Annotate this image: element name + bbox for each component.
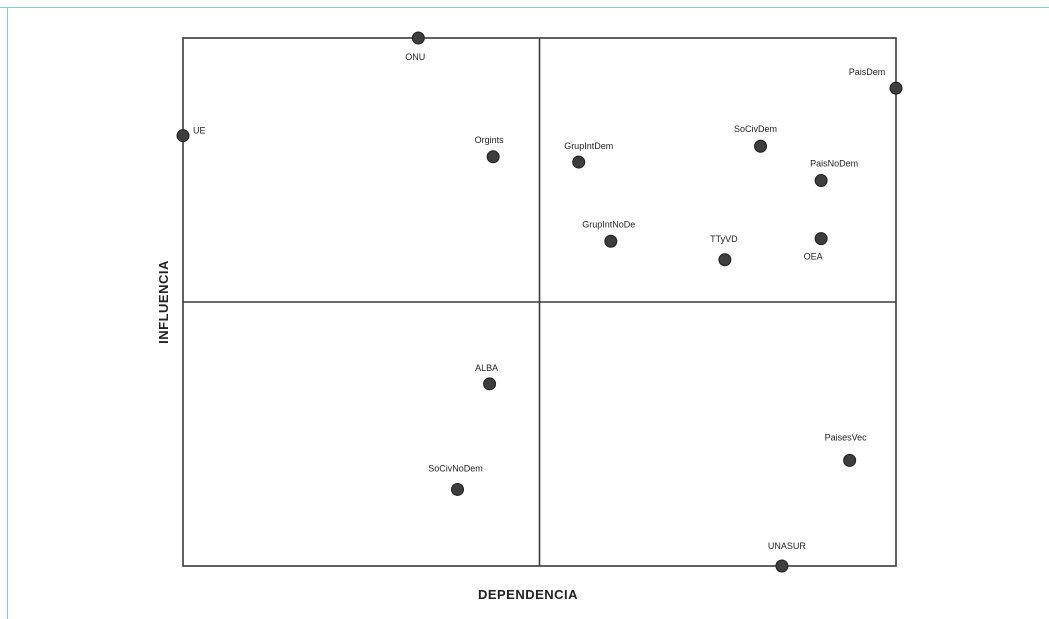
point-label-ue: UE	[193, 126, 206, 136]
point-label-orgints: Orgints	[475, 135, 505, 145]
data-point-unasur: UNASUR	[768, 541, 807, 573]
point-label-alba: ALBA	[475, 363, 498, 373]
data-point-grupintnode: GrupIntNoDe	[582, 219, 635, 248]
point-marker-paisdem	[889, 81, 903, 95]
point-label-socivnodem: SoCivNoDem	[428, 463, 483, 473]
x-axis-label: DEPENDENCIA	[478, 587, 578, 602]
point-marker-oea	[814, 232, 828, 246]
point-marker-grupintnode	[604, 234, 618, 248]
point-label-onu: ONU	[405, 52, 425, 62]
data-point-paisnodem: PaisNoDem	[810, 159, 858, 188]
data-points: ONU UE Orgints GrupIntDem SoCivDem PaisDem Pai…	[176, 31, 903, 573]
point-marker-socivnodem	[451, 482, 465, 496]
point-label-grupintdem: GrupIntDem	[564, 141, 613, 151]
point-marker-paisnodem	[814, 174, 828, 188]
point-label-ttyvd: TTyVD	[710, 234, 738, 244]
point-marker-ttyvd	[718, 253, 732, 267]
point-label-unasur: UNASUR	[768, 541, 807, 551]
data-point-orgints: Orgints	[475, 135, 505, 164]
data-point-paisdem: PaisDem	[849, 67, 903, 95]
point-marker-alba	[483, 377, 497, 391]
y-axis-label: INFLUENCIA	[156, 260, 171, 344]
data-point-ttyvd: TTyVD	[710, 234, 738, 267]
data-point-paisesvec: PaisesVec	[825, 432, 868, 467]
data-point-socivdem: SoCivDem	[734, 124, 777, 153]
data-point-grupintdem: GrupIntDem	[564, 141, 613, 169]
point-marker-onu	[411, 31, 425, 45]
point-marker-grupintdem	[572, 155, 586, 169]
point-label-paisesvec: PaisesVec	[825, 432, 868, 442]
point-label-paisnodem: PaisNoDem	[810, 159, 858, 169]
quadrant-lines	[183, 38, 896, 566]
data-point-oea: OEA	[804, 232, 828, 262]
data-point-onu: ONU	[405, 31, 425, 62]
point-label-grupintnode: GrupIntNoDe	[582, 219, 635, 229]
point-label-socivdem: SoCivDem	[734, 124, 777, 134]
data-point-alba: ALBA	[475, 363, 498, 391]
point-label-paisdem: PaisDem	[849, 67, 886, 77]
point-marker-ue	[176, 129, 190, 143]
point-marker-paisesvec	[843, 453, 857, 467]
data-point-socivnodem: SoCivNoDem	[428, 463, 483, 496]
data-point-ue: UE	[176, 126, 206, 143]
point-marker-orgints	[486, 150, 500, 164]
point-label-oea: OEA	[804, 252, 823, 262]
point-marker-socivdem	[754, 139, 768, 153]
point-marker-unasur	[775, 559, 789, 573]
